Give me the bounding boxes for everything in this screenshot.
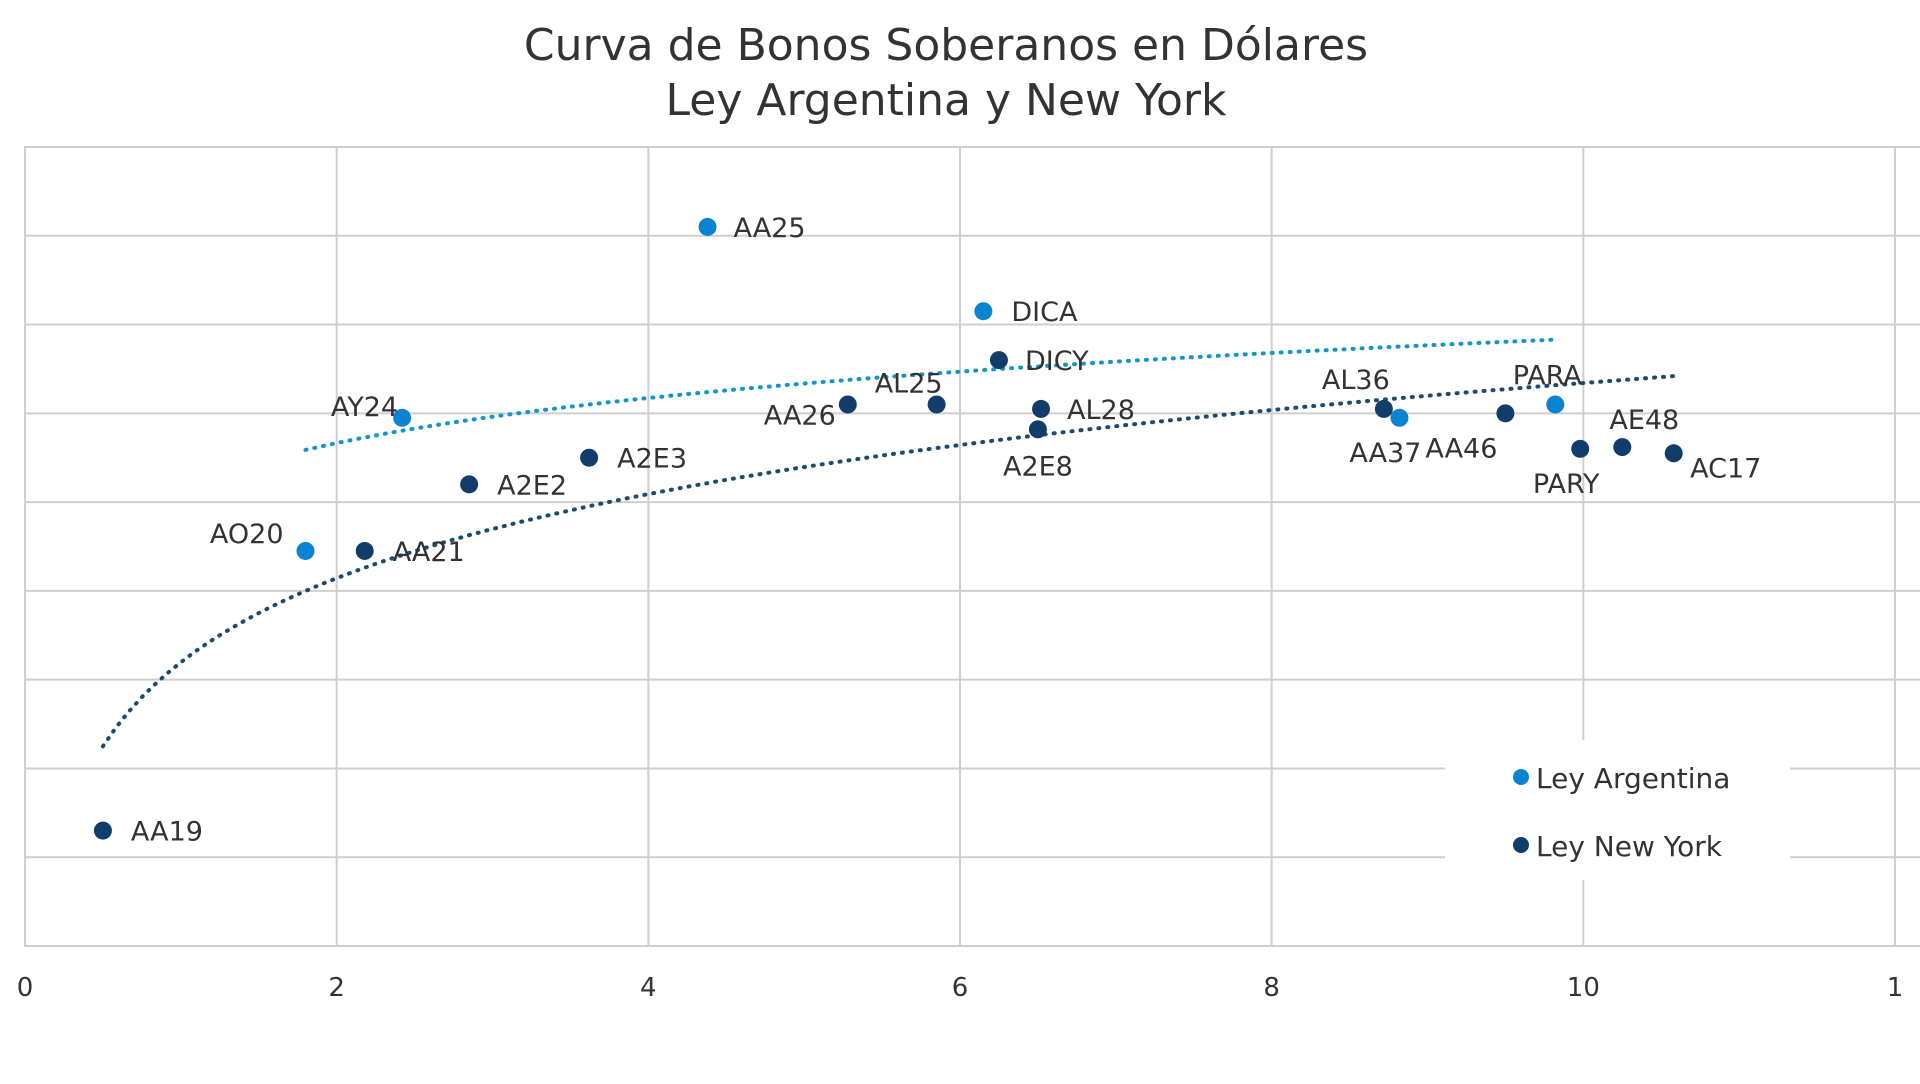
point-ae48 — [1613, 438, 1632, 457]
legend-label-ley-new-york: Ley New York — [1536, 830, 1723, 863]
x-tick-label: 4 — [640, 973, 657, 1003]
trendlines — [100, 337, 1676, 749]
data-labels: AO20 AY24 AA25 DICA AA37 PARA AA19 AA21 A2E2 A2E3… — [131, 213, 1761, 848]
x-tick-label: 0 — [17, 973, 34, 1003]
point-aa19 — [93, 821, 112, 840]
legend-marker-ley-argentina — [1513, 769, 1529, 785]
point-aa21 — [355, 541, 374, 560]
legend-label-ley-argentina: Ley Argentina — [1536, 762, 1730, 795]
point-a2e3 — [580, 448, 599, 467]
x-tick-label: 2 — [328, 973, 345, 1003]
point-label-a2e3: A2E3 — [617, 444, 687, 475]
point-label-a2e8: A2E8 — [1003, 451, 1073, 482]
point-al28 — [1032, 399, 1051, 418]
point-aa46 — [1496, 404, 1515, 423]
point-label-dicy: DICY — [1025, 346, 1089, 377]
chart-subtitle: Ley Argentina y New York — [666, 75, 1227, 126]
point-a2e8 — [1028, 420, 1047, 439]
point-label-aa19: AA19 — [131, 817, 203, 848]
point-aa37 — [1390, 408, 1409, 427]
point-ao20 — [296, 541, 315, 560]
point-label-ae48: AE48 — [1609, 405, 1679, 436]
data-points — [93, 217, 1683, 840]
point-label-pary: PARY — [1533, 469, 1600, 500]
point-dica — [974, 302, 993, 321]
x-axis: 0 2 4 6 8 10 1 — [17, 973, 1904, 1003]
plot-area-border — [24, 146, 1920, 947]
point-label-aa37: AA37 — [1349, 438, 1421, 469]
trendline-ley_argentina — [303, 337, 1558, 452]
point-label-al28: AL28 — [1067, 395, 1135, 426]
point-label-ac17: AC17 — [1690, 453, 1761, 484]
point-ay24 — [393, 408, 412, 427]
point-label-a2e2: A2E2 — [497, 470, 567, 501]
point-label-aa21: AA21 — [393, 537, 465, 568]
point-label-para: PARA — [1513, 360, 1583, 391]
point-label-aa26: AA26 — [764, 400, 836, 431]
point-aa26 — [838, 395, 857, 414]
point-label-aa25: AA25 — [734, 213, 806, 244]
point-label-ao20: AO20 — [210, 519, 284, 550]
legend-marker-ley-new-york — [1513, 837, 1529, 853]
x-tick-label: 6 — [952, 973, 969, 1003]
point-label-ay24: AY24 — [331, 392, 398, 423]
point-aa25 — [698, 217, 717, 236]
point-al36 — [1374, 399, 1393, 418]
x-tick-label: 10 — [1567, 973, 1600, 1003]
legend-box — [1445, 740, 1790, 880]
x-tick-label: 8 — [1263, 973, 1280, 1003]
point-label-aa46: AA46 — [1425, 433, 1497, 464]
point-al25 — [927, 395, 946, 414]
trendline-ley_new_york — [100, 374, 1676, 749]
legend: Ley Argentina Ley New York — [1445, 740, 1790, 880]
point-dicy — [989, 351, 1008, 370]
chart-title: Curva de Bonos Soberanos en Dólares — [524, 20, 1368, 71]
point-pary — [1571, 439, 1590, 458]
point-ac17 — [1664, 444, 1683, 463]
point-label-dica: DICA — [1011, 297, 1078, 328]
point-para — [1546, 395, 1565, 414]
point-a2e2 — [460, 475, 479, 494]
point-label-al36: AL36 — [1322, 365, 1390, 396]
x-tick-label: 1 — [1887, 973, 1904, 1003]
point-label-al25: AL25 — [875, 368, 943, 399]
